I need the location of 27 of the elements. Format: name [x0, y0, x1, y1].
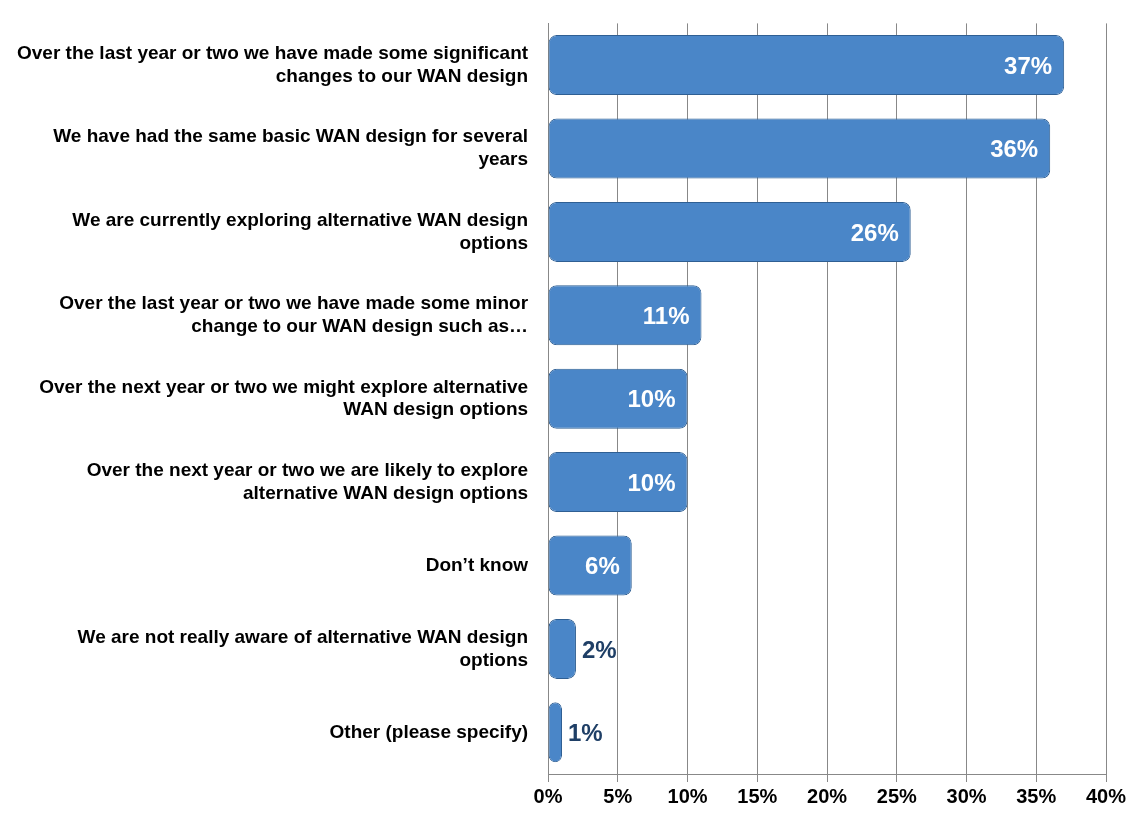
- x-tick-label: 40%: [1085, 784, 1127, 807]
- x-tick-label: 25%: [876, 784, 918, 807]
- y-tick-label: Over the last year or two we have made some significant changes to our WAN design: [16, 41, 529, 86]
- y-tick-label: Over the next year or two we might explore alternative WAN design options: [39, 375, 529, 420]
- data-label: 2%: [581, 635, 617, 663]
- data-label: 36%: [990, 135, 1039, 163]
- data-label: 6%: [585, 552, 620, 580]
- data-label: 10%: [627, 468, 676, 496]
- y-tick-label: We are currently exploring alternative WAN design options: [72, 208, 529, 253]
- data-label: 11%: [642, 301, 690, 329]
- x-tick-label: 30%: [946, 784, 987, 807]
- x-tick-label: 10%: [667, 784, 708, 807]
- data-label: 26%: [850, 218, 899, 246]
- x-tick-label: 35%: [1016, 784, 1057, 807]
- y-tick-label: Over the next year or two we are likely to explore alternative WAN design options: [86, 458, 529, 503]
- y-tick-label: Over the last year or two we have made some minor change to our WAN design such as…: [59, 292, 529, 336]
- x-tick-label: 15%: [737, 784, 778, 807]
- y-tick-label: We have had the same basic WAN design for several years: [53, 125, 529, 170]
- x-tick-label: 5%: [603, 784, 633, 807]
- data-label: 37%: [1004, 51, 1053, 79]
- x-tick-label: 0%: [533, 784, 563, 807]
- data-label: 10%: [627, 385, 676, 413]
- y-tick-label: We are not really aware of alternative WAN design options: [77, 625, 529, 670]
- data-label: 1%: [568, 718, 603, 746]
- y-tick-label: Don’t know: [425, 553, 529, 575]
- x-tick-label: 20%: [807, 784, 848, 807]
- y-tick-label: Other (please specify): [329, 720, 529, 742]
